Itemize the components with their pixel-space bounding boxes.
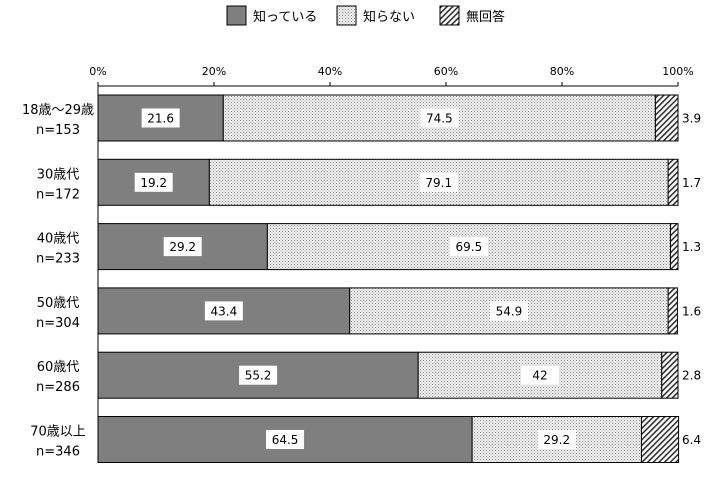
bars bbox=[97, 94, 680, 463]
data-label: 42 bbox=[532, 369, 547, 383]
data-label: 1.3 bbox=[682, 240, 701, 254]
bar-segment-3 bbox=[667, 158, 679, 206]
legend-swatch-1 bbox=[226, 5, 247, 26]
x-tick-label: 20% bbox=[202, 65, 226, 78]
data-label: 54.9 bbox=[496, 304, 523, 318]
legend-label-2: 知らない bbox=[363, 9, 415, 25]
bar-segment-3 bbox=[667, 287, 678, 335]
legend: 知っている 知らない 無回答 bbox=[226, 5, 505, 26]
legend-swatch-2 bbox=[336, 5, 357, 26]
data-label: 6.4 bbox=[682, 433, 701, 447]
category-label: 70歳以上 bbox=[30, 425, 86, 440]
legend-label-1: 知っている bbox=[253, 9, 317, 25]
data-labels: 21.6 74.5 3.9 19.2 79.1 1.7 29.2 69.5 1.3 43.4 54.… bbox=[134, 108, 701, 449]
x-tick-label: 40% bbox=[318, 65, 342, 78]
data-label-box bbox=[239, 365, 278, 385]
data-label: 29.2 bbox=[543, 433, 570, 447]
category-label: 30歳代 bbox=[37, 167, 80, 182]
data-label-box bbox=[420, 108, 459, 128]
data-label-box bbox=[141, 108, 180, 128]
x-tick-label: 80% bbox=[550, 65, 574, 78]
data-label-box bbox=[520, 365, 559, 385]
data-label-box bbox=[134, 172, 173, 192]
category-labels: 18歳～29歳 n=153 30歳代 n=172 40歳代 n=233 50歳代 n=304 6… bbox=[22, 103, 94, 460]
data-label: 21.6 bbox=[147, 112, 174, 126]
data-label: 3.9 bbox=[682, 112, 701, 126]
category-sample-size: n=153 bbox=[36, 123, 80, 138]
data-label-box bbox=[266, 430, 305, 449]
category-sample-size: n=286 bbox=[36, 380, 80, 395]
data-label: 43.4 bbox=[211, 304, 238, 318]
data-label: 19.2 bbox=[140, 176, 167, 190]
legend-label-3: 無回答 bbox=[466, 9, 505, 25]
data-label: 74.5 bbox=[426, 112, 453, 126]
category-sample-size: n=304 bbox=[36, 316, 80, 331]
data-label-box bbox=[537, 430, 576, 449]
x-axis: 0% 20% 40% 60% 80% 100% bbox=[89, 65, 694, 462]
x-tick-label: 100% bbox=[662, 65, 693, 78]
data-label-box bbox=[204, 301, 243, 321]
data-label: 64.5 bbox=[272, 433, 299, 447]
data-label-box bbox=[489, 301, 528, 321]
data-label: 1.6 bbox=[682, 304, 701, 318]
category-sample-size: n=172 bbox=[36, 187, 80, 202]
data-label: 1.7 bbox=[682, 176, 701, 190]
data-label: 2.8 bbox=[682, 369, 701, 383]
data-label-box bbox=[449, 237, 488, 257]
data-label-box bbox=[163, 237, 202, 257]
category-sample-size: n=346 bbox=[36, 445, 80, 460]
data-label: 29.2 bbox=[169, 240, 196, 254]
data-label: 69.5 bbox=[456, 240, 483, 254]
category-label: 40歳代 bbox=[37, 232, 80, 247]
bar-segment-3 bbox=[654, 94, 679, 142]
category-label: 18歳～29歳 bbox=[22, 103, 94, 118]
data-label: 79.1 bbox=[425, 176, 452, 190]
x-tick-label: 60% bbox=[434, 65, 458, 78]
category-label: 60歳代 bbox=[37, 360, 80, 375]
data-label: 55.2 bbox=[245, 369, 272, 383]
data-label-box bbox=[419, 172, 458, 192]
bar-segment-3 bbox=[669, 223, 679, 271]
category-label: 50歳代 bbox=[37, 296, 80, 311]
bar-segment-3 bbox=[661, 351, 679, 399]
bar-segment-3 bbox=[640, 416, 680, 463]
category-sample-size: n=233 bbox=[36, 252, 80, 267]
legend-swatch-3 bbox=[439, 5, 460, 26]
x-tick-label: 0% bbox=[89, 65, 106, 78]
